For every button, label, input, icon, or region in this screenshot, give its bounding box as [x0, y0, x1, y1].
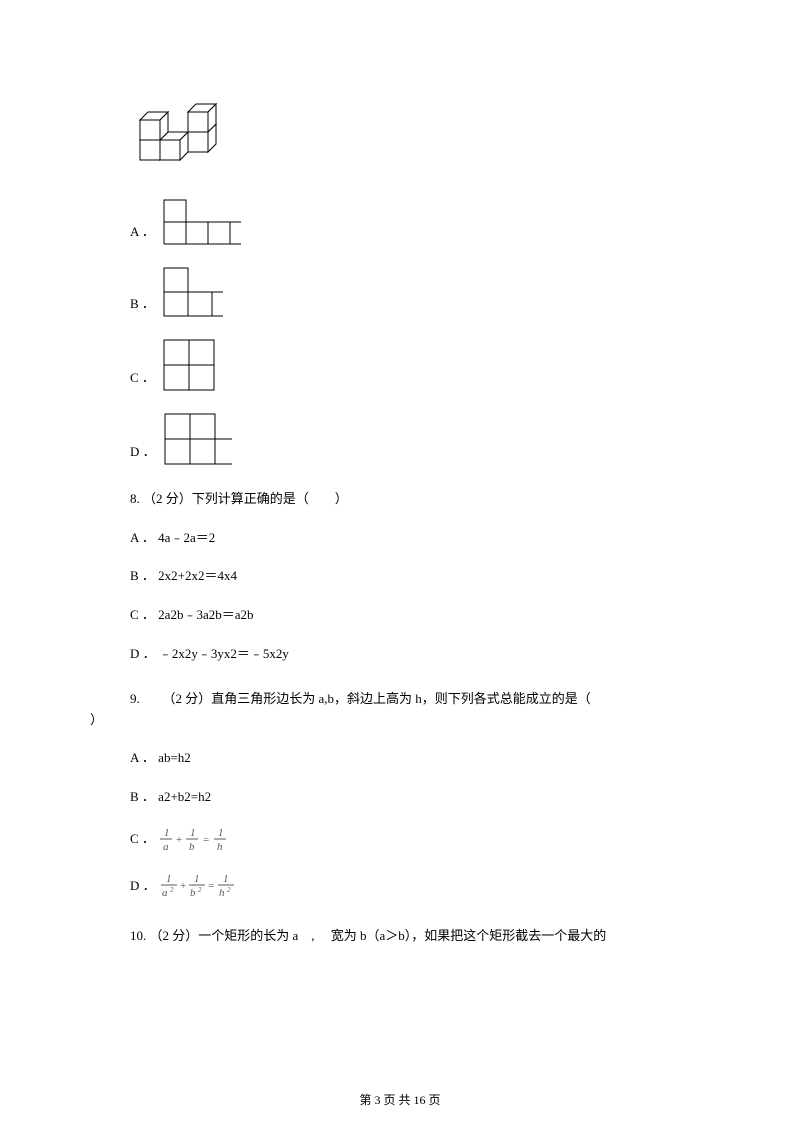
q9-stem-line1: 9. （2 分）直角三角形边长为 a,b，斜边上高为 h，则下列各式总能成立的是… [130, 689, 710, 710]
q8-option-d[interactable]: D ． ﹣2x2y﹣3yx2＝﹣5x2y [130, 644, 710, 665]
svg-text:a: a [163, 841, 169, 853]
q8-stem: 8. （2 分）下列计算正确的是（ ） [130, 489, 710, 510]
q7-option-a[interactable]: A ． [130, 199, 710, 245]
svg-text:1: 1 [194, 873, 200, 885]
q9-stem-line2: ） [90, 710, 710, 731]
svg-text:a: a [162, 887, 168, 899]
svg-text:h: h [219, 887, 225, 899]
svg-text:1: 1 [166, 873, 172, 885]
svg-text:1: 1 [218, 827, 224, 839]
option-label: C ． [130, 831, 155, 846]
q9-stem: 9. （2 分）直角三角形边长为 a,b，斜边上高为 h，则下列各式总能成立的是… [90, 689, 710, 731]
fraction-c: 1 a + 1 b = 1 h [158, 826, 240, 854]
q8-option-c[interactable]: C ． 2a2b﹣3a2b＝a2b [130, 605, 710, 626]
svg-text:1: 1 [223, 873, 229, 885]
q8-option-a[interactable]: A ． 4a﹣2a＝2 [130, 528, 710, 549]
option-label: A ． [130, 222, 155, 245]
q9-option-d[interactable]: D ． 1a2 + 1b2 = 1h2 [130, 872, 710, 902]
svg-text:b: b [189, 841, 195, 853]
svg-text:=: = [203, 834, 209, 846]
option-b-grid [163, 267, 225, 317]
q7-option-d[interactable]: D ． [130, 413, 710, 465]
option-label: D ． [130, 878, 156, 893]
svg-text:=: = [208, 880, 214, 892]
svg-text:2: 2 [170, 886, 174, 894]
svg-text:1: 1 [164, 827, 170, 839]
option-a-grid [163, 199, 243, 245]
fraction-d: 1a2 + 1b2 = 1h2 [159, 872, 249, 902]
svg-text:+: + [176, 834, 182, 846]
svg-text:b: b [190, 887, 196, 899]
q7-option-c[interactable]: C ． [130, 339, 710, 391]
option-d-grid [164, 413, 234, 465]
svg-text:2: 2 [198, 886, 202, 894]
option-label: C ． [130, 368, 155, 391]
q7-option-b[interactable]: B ． [130, 267, 710, 317]
q9-option-c[interactable]: C ． 1 a + 1 b = 1 h [130, 826, 710, 854]
svg-text:2: 2 [227, 886, 231, 894]
svg-text:1: 1 [190, 827, 196, 839]
svg-text:+: + [180, 880, 186, 892]
svg-text:h: h [217, 841, 223, 853]
q10-stem: 10. （2 分）一个矩形的长为 a , 宽为 b（a＞b），如果把这个矩形截去… [130, 926, 710, 947]
option-label: B ． [130, 294, 155, 317]
option-c-grid [163, 339, 215, 391]
q9-option-a[interactable]: A ． ab=h2 [130, 748, 710, 769]
q8-option-b[interactable]: B ． 2x2+2x2＝4x4 [130, 566, 710, 587]
page-footer: 第 3 页 共 16 页 [0, 1091, 800, 1110]
cube-figure [130, 90, 710, 177]
q9-option-b[interactable]: B ． a2+b2=h2 [130, 787, 710, 808]
option-label: D ． [130, 442, 156, 465]
